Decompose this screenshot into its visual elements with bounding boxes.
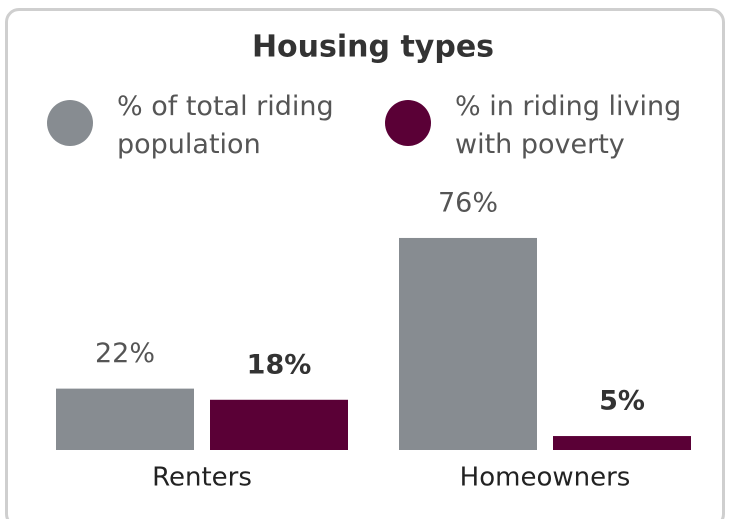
- value-label: 22%: [95, 338, 155, 369]
- x-tick-label: Renters: [152, 463, 252, 493]
- chart-title: Housing types: [252, 30, 494, 65]
- legend-swatch: [385, 100, 431, 146]
- bar: [553, 436, 691, 450]
- legend-label: % in riding living with poverty: [455, 91, 682, 160]
- bar: [210, 399, 348, 450]
- bar: [399, 237, 537, 450]
- value-label: 18%: [247, 349, 312, 380]
- value-label: 5%: [599, 386, 645, 417]
- legend-item: % of total riding population: [47, 88, 357, 164]
- legend-item: % in riding living with poverty: [385, 88, 695, 164]
- x-tick-label: Homeowners: [460, 463, 631, 493]
- card: [5, 8, 725, 519]
- legend-swatch: [47, 100, 93, 146]
- legend-label: % of total riding population: [117, 91, 334, 160]
- value-label: 76%: [438, 187, 498, 218]
- bar: [56, 388, 194, 450]
